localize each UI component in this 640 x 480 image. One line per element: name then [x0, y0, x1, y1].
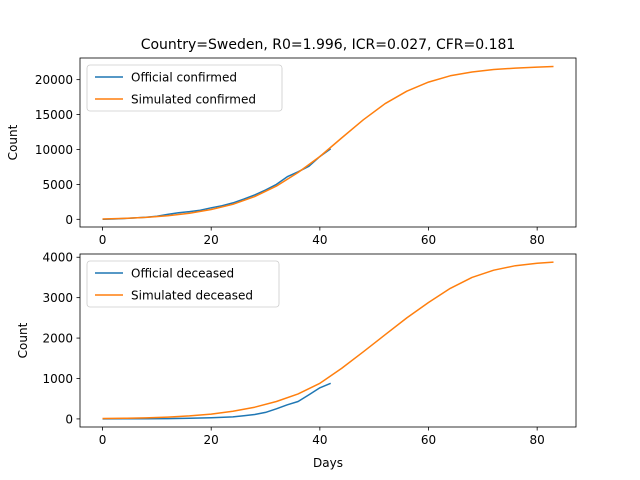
legend-box	[86, 64, 283, 112]
x-tick-label: 40	[312, 233, 327, 247]
series-line-2	[102, 65, 554, 220]
x-tick-label: 80	[530, 433, 545, 447]
series-line-1	[102, 382, 331, 420]
axes-frame	[79, 57, 577, 228]
x-tick-label: 20	[204, 433, 219, 447]
x-axis-label: Days	[313, 456, 343, 470]
x-tick-label: 40	[312, 433, 327, 447]
x-tick-label: 60	[421, 233, 436, 247]
legend-label-2: Simulated confirmed	[131, 93, 256, 107]
x-tick-label: 80	[530, 233, 545, 247]
x-tick-label: 0	[99, 233, 107, 247]
legend: Official confirmed Simulated confirmed	[86, 64, 283, 112]
y-tick-label: 2000	[42, 332, 73, 346]
y-tick-label: 20000	[35, 73, 73, 87]
x-tick-label: 20	[204, 233, 219, 247]
legend-label-1: Official confirmed	[131, 71, 237, 85]
y-tick-label: 3000	[42, 291, 73, 305]
chart-panel-2: 0 20 40 60 80 0 1000 2000 3000 4000 Count Days Offic…	[16, 251, 577, 470]
x-tick-label: 60	[421, 433, 436, 447]
y-tick-label: 15000	[35, 108, 73, 122]
y-tick-label: 5000	[42, 178, 73, 192]
chart-panel-1: 0 20 40 60 80 0 5000 10000 15000 20000 Count Countr…	[6, 37, 577, 247]
legend: Official deceased Simulated deceased	[86, 260, 280, 308]
y-axis-label: Count	[16, 322, 30, 358]
legend-label-1: Official deceased	[131, 267, 234, 281]
y-tick-label: 10000	[35, 143, 73, 157]
x-tick-label: 0	[99, 433, 107, 447]
y-tick-label: 0	[65, 412, 73, 426]
y-tick-label: 1000	[42, 372, 73, 386]
y-axis-label: Count	[6, 124, 20, 160]
y-tick-label: 0	[65, 213, 73, 227]
legend-box	[86, 260, 280, 308]
y-tick-label: 4000	[42, 251, 73, 265]
legend-label-2: Simulated deceased	[131, 289, 253, 303]
axes-frame	[79, 253, 577, 428]
series-line-2	[102, 261, 554, 420]
chart-title: Country=Sweden, R0=1.996, ICR=0.027, CFR…	[141, 37, 516, 53]
